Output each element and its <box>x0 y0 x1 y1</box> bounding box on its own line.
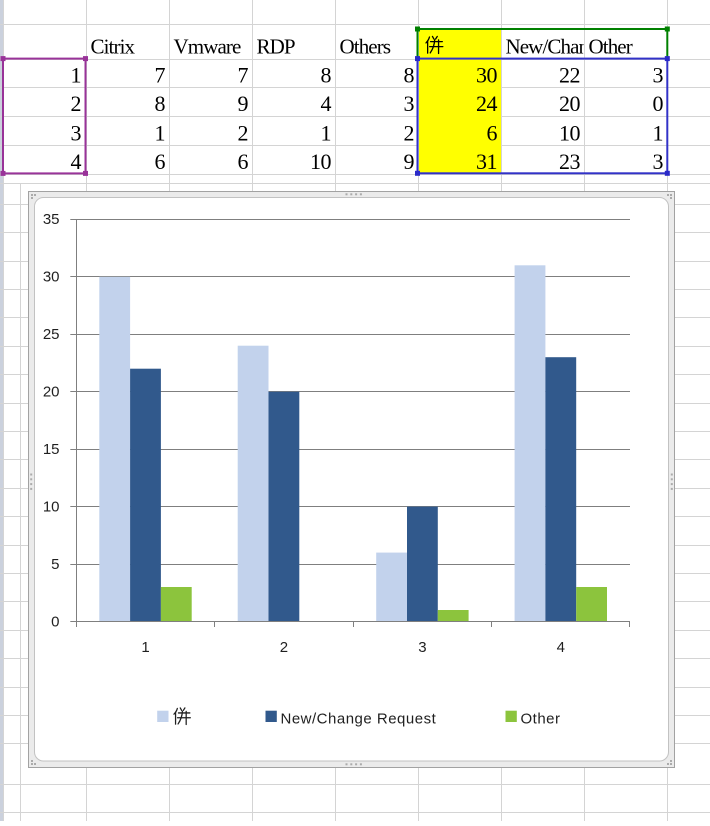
svg-text:3: 3 <box>71 121 82 146</box>
svg-text:3: 3 <box>653 62 664 87</box>
svg-text:1: 1 <box>155 121 166 146</box>
svg-text:0: 0 <box>653 91 664 116</box>
svg-text:15: 15 <box>43 441 60 458</box>
svg-text:Citrix: Citrix <box>91 35 136 59</box>
svg-text:30: 30 <box>43 269 60 286</box>
svg-text:4: 4 <box>557 639 565 656</box>
svg-text:4: 4 <box>321 91 332 116</box>
svg-text:9: 9 <box>238 91 249 116</box>
svg-text:9: 9 <box>404 149 415 174</box>
svg-text:24: 24 <box>476 91 498 116</box>
svg-text:3: 3 <box>418 639 426 656</box>
svg-text:25: 25 <box>43 326 60 343</box>
svg-text:0: 0 <box>51 613 59 630</box>
svg-text:2: 2 <box>280 639 288 656</box>
svg-text:10: 10 <box>559 121 581 146</box>
svg-text:31: 31 <box>476 149 497 174</box>
svg-text:1: 1 <box>653 121 664 146</box>
svg-text:3: 3 <box>404 91 415 116</box>
svg-text:New/Change Request: New/Change Request <box>506 35 673 59</box>
svg-text:20: 20 <box>43 384 60 401</box>
svg-text:6: 6 <box>155 149 166 174</box>
svg-text:10: 10 <box>43 499 60 516</box>
svg-text:Vmware: Vmware <box>174 35 241 59</box>
svg-text:20: 20 <box>559 91 581 116</box>
svg-text:1: 1 <box>321 121 332 146</box>
svg-text:23: 23 <box>559 149 581 174</box>
svg-text:22: 22 <box>559 62 580 87</box>
svg-text:7: 7 <box>238 62 249 87</box>
svg-text:3: 3 <box>653 149 664 174</box>
svg-text:6: 6 <box>487 121 498 146</box>
svg-text:8: 8 <box>321 62 332 87</box>
svg-text:1: 1 <box>71 62 82 87</box>
svg-text:35: 35 <box>43 211 60 228</box>
svg-text:RDP: RDP <box>257 35 295 59</box>
svg-text:2: 2 <box>71 91 82 116</box>
svg-text:8: 8 <box>155 91 166 116</box>
svg-text:2: 2 <box>404 121 415 146</box>
svg-text:New/Change Request: New/Change Request <box>281 710 437 727</box>
svg-text:5: 5 <box>51 556 59 573</box>
svg-text:10: 10 <box>310 149 332 174</box>
svg-text:1: 1 <box>141 639 149 656</box>
svg-text:2: 2 <box>238 121 249 146</box>
svg-text:Other: Other <box>589 35 633 59</box>
svg-text:7: 7 <box>155 62 166 87</box>
svg-text:6: 6 <box>238 149 249 174</box>
svg-text:Other: Other <box>521 710 561 727</box>
svg-text:Others: Others <box>340 35 391 59</box>
svg-text:8: 8 <box>404 62 415 87</box>
svg-text:30: 30 <box>476 62 498 87</box>
svg-text:4: 4 <box>71 149 82 174</box>
